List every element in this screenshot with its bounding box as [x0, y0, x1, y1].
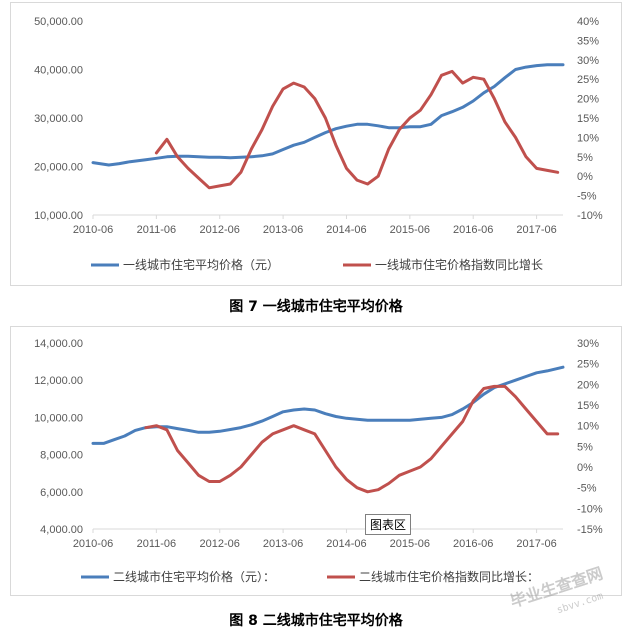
x-axis-tick-label: 2017-06 — [516, 538, 556, 550]
right-axis-tick-label: 25% — [577, 359, 599, 371]
left-axis-tick-label: 30,000.00 — [34, 113, 83, 125]
x-axis-tick-label: 2013-06 — [263, 224, 303, 236]
right-axis-tick-label: 10% — [577, 132, 599, 144]
right-axis-tick-label: 0% — [577, 171, 593, 183]
series-line-yoy-growth — [154, 69, 560, 190]
figure-7-caption: 图 7 一线城市住宅平均价格 — [229, 299, 403, 315]
chart-1-svg: 10,000.00 20,000.00 30,000.00 40,000.00 50,0… — [34, 16, 603, 272]
right-axis-tick-label: 35% — [577, 35, 599, 47]
left-axis-tick-label: 6,000.00 — [40, 487, 83, 499]
chart-area-tooltip: 图表区 — [365, 514, 412, 535]
x-axis-tick-label: 2016-06 — [453, 224, 493, 236]
x-axis-tick-label: 2014-06 — [326, 538, 366, 550]
x-axis-tick-label: 2011-06 — [137, 224, 177, 236]
chart-2-area[interactable]: 4,000.00 6,000.00 8,000.00 10,000.00 12,000.… — [10, 326, 622, 596]
right-axis-tick-label: 15% — [577, 113, 599, 125]
right-axis-tick-label: 40% — [577, 16, 599, 28]
right-axis-tick-label: 25% — [577, 74, 599, 86]
right-axis-tick-label: 5% — [577, 441, 593, 453]
series-line-avg-price — [91, 63, 565, 167]
right-axis-tick-label: -5% — [577, 191, 597, 203]
legend-label: 二线城市住宅平均价格（元）： — [113, 569, 275, 584]
x-axis-tick-label: 2016-06 — [453, 538, 493, 550]
right-axis-tick-label: 30% — [577, 55, 599, 67]
legend-label: 一线城市住宅平均价格（元） — [123, 257, 279, 272]
x-axis-tick-label: 2015-06 — [390, 224, 430, 236]
left-axis-tick-label: 14,000.00 — [34, 338, 83, 350]
x-axis-tick-label: 2012-06 — [200, 538, 240, 550]
left-axis-tick-label: 20,000.00 — [34, 162, 83, 174]
series-line-yoy-growth — [144, 384, 560, 494]
left-axis-tick-label: 50,000.00 — [34, 16, 83, 28]
left-axis-tick-label: 10,000.00 — [34, 210, 83, 222]
right-axis-tick-label: -5% — [577, 483, 597, 495]
x-axis-tick-label: 2017-06 — [516, 224, 556, 236]
legend-label: 二线城市住宅价格指数同比增长： — [359, 569, 539, 584]
left-axis-tick-label: 10,000.00 — [34, 412, 83, 424]
right-axis-tick-label: 20% — [577, 94, 599, 106]
right-axis-tick-label: 5% — [577, 152, 593, 164]
x-axis-tick-label: 2015-06 — [390, 538, 430, 550]
left-axis-tick-label: 40,000.00 — [34, 65, 83, 77]
x-axis-tick-label: 2010-06 — [73, 538, 113, 550]
left-axis-tick-label: 8,000.00 — [40, 450, 83, 462]
right-axis-tick-label: -15% — [577, 524, 603, 536]
right-axis-tick-label: 10% — [577, 421, 599, 433]
left-axis-tick-label: 4,000.00 — [40, 524, 83, 536]
chart-2-svg: 4,000.00 6,000.00 8,000.00 10,000.00 12,000.… — [34, 338, 603, 584]
right-axis-tick-label: -10% — [577, 210, 603, 222]
x-axis-tick-label: 2012-06 — [200, 224, 240, 236]
left-axis-tick-label: 12,000.00 — [34, 375, 83, 387]
right-axis-tick-label: 0% — [577, 462, 593, 474]
x-axis-tick-label: 2010-06 — [73, 224, 113, 236]
figure-8-caption: 图 8 二线城市住宅平均价格 — [229, 613, 403, 629]
right-axis-tick-label: 20% — [577, 379, 599, 391]
chart-1-area: 10,000.00 20,000.00 30,000.00 40,000.00 50,0… — [10, 2, 622, 286]
legend-label: 一线城市住宅价格指数同比增长 — [375, 257, 543, 272]
x-axis-tick-label: 2011-06 — [137, 538, 177, 550]
right-axis-tick-label: 15% — [577, 400, 599, 412]
series-line-avg-price — [91, 365, 565, 445]
right-axis-tick-label: 30% — [577, 338, 599, 350]
x-axis-tick-label: 2013-06 — [263, 538, 303, 550]
x-axis-tick-label: 2014-06 — [326, 224, 366, 236]
right-axis-tick-label: -10% — [577, 503, 603, 515]
